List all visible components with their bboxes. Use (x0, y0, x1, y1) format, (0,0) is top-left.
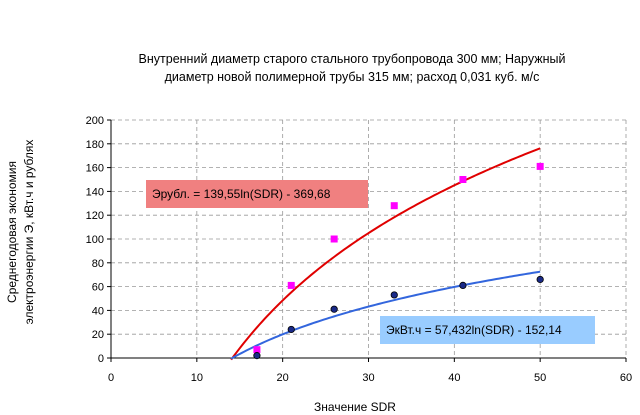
y-tick-label-80: 80 (92, 258, 104, 270)
y-tick-label-140: 140 (86, 186, 104, 198)
trendlines (230, 147, 541, 361)
x-axis-label: Значение SDR (314, 400, 396, 414)
equation-labels: Эрубл. = 139,55ln(SDR) - 369,68 ЭкВт.ч = … (146, 180, 595, 344)
x-tick-label-10: 10 (191, 372, 203, 384)
trendline-1 (230, 147, 541, 361)
x-tick-label-40: 40 (448, 372, 460, 384)
y-tick-label-60: 60 (92, 282, 104, 294)
chart-title-line-1: Внутренний диаметр старого стального тру… (139, 52, 566, 66)
series-2-point (287, 325, 295, 334)
series-2-point (459, 281, 467, 290)
y-tick-label-100: 100 (86, 234, 104, 246)
series-2-point (253, 352, 261, 360)
equation-label-1: Эрубл. = 139,55ln(SDR) - 369,68 (152, 187, 331, 201)
x-tick-label-0: 0 (108, 372, 114, 384)
x-tick-label-20: 20 (277, 372, 289, 384)
series-1-point (253, 346, 261, 354)
equation-label-1-box (146, 180, 368, 208)
series-1-point (459, 176, 467, 183)
trendline-2 (230, 270, 541, 360)
chart-title-line-2: диаметр новой полимерной трубы 315 мм; р… (165, 70, 540, 84)
y-tick-label-160: 160 (86, 163, 104, 175)
y-axis-label-line-1: Среднегодовая экономия (5, 161, 19, 303)
series-2-point (536, 275, 544, 284)
x-tick-label-60: 60 (620, 372, 632, 384)
y-axis-label-line-2: электроэнергии Э, кВт.ч и рублях (22, 140, 36, 325)
series-2-point (390, 291, 398, 299)
x-tick-label-30: 30 (362, 372, 374, 384)
y-tick-label-200: 200 (86, 115, 104, 127)
equation-label-2-box (380, 316, 595, 344)
series-1-point (536, 162, 544, 170)
series-2-point (330, 305, 338, 313)
series-1-point (330, 235, 338, 243)
y-tick-label-40: 40 (92, 305, 104, 317)
series-1-point (287, 281, 295, 289)
y-tick-label-20: 20 (92, 329, 104, 341)
chart-title: Внутренний диаметр старого стального тру… (139, 52, 566, 84)
axes: 0 20 40 60 80 100 120 140 160 180 200 0 10 20 30 40 50 60 (86, 115, 632, 384)
y-tick-label-180: 180 (86, 139, 104, 151)
series-1-point (390, 202, 398, 210)
equation-label-2: ЭкВт.ч = 57,432ln(SDR) - 152,14 (386, 323, 562, 337)
y-axis-label: Среднегодовая экономия электроэнергии Э,… (5, 140, 36, 325)
y-tick-label-120: 120 (86, 210, 104, 222)
data-points (253, 162, 544, 360)
y-tick-label-0: 0 (98, 353, 104, 365)
x-tick-label-50: 50 (534, 372, 546, 384)
